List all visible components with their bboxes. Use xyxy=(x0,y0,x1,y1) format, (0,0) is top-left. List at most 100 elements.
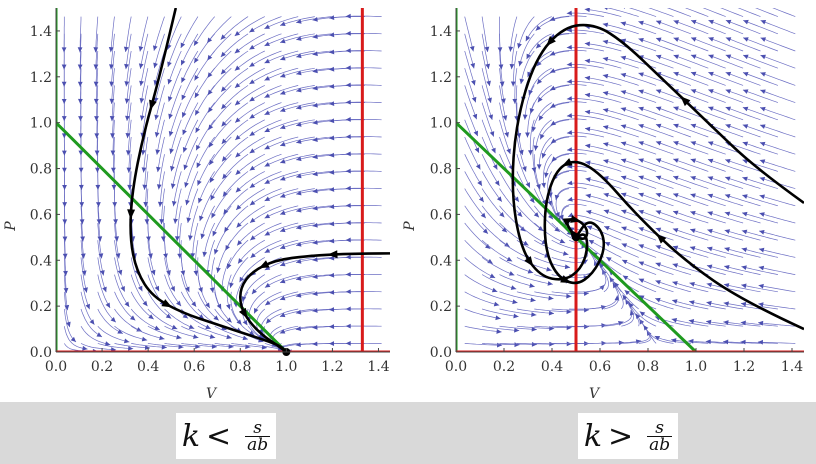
stream-line xyxy=(249,171,282,189)
stream-line xyxy=(481,291,518,304)
stream-arrowhead xyxy=(280,227,286,233)
stream-line xyxy=(759,195,796,207)
stream-arrowhead xyxy=(216,303,222,310)
stream-arrowhead xyxy=(638,175,644,181)
stream-arrowhead xyxy=(478,196,484,203)
stream-arrowhead xyxy=(104,341,111,346)
stream-arrowhead xyxy=(506,148,511,155)
stream-line xyxy=(223,188,249,215)
stream-arrowhead xyxy=(234,48,241,54)
stream-line xyxy=(757,322,796,327)
stream-arrowhead xyxy=(61,133,67,139)
stream-arrowhead xyxy=(78,133,84,139)
stream-line xyxy=(79,68,82,105)
trajectory-arrowhead xyxy=(127,209,136,220)
stream-arrowhead xyxy=(741,229,748,235)
stream-arrowhead xyxy=(742,89,749,94)
stream-arrowhead xyxy=(585,126,591,132)
stream-line xyxy=(532,102,552,133)
stream-arrowhead xyxy=(61,98,67,104)
stream-arrowhead xyxy=(529,283,535,288)
stream-line xyxy=(199,188,215,222)
stream-line xyxy=(673,89,709,103)
stream-arrowhead xyxy=(226,317,232,323)
stream-arrowhead xyxy=(470,62,476,69)
stream-line xyxy=(110,16,115,53)
stream-line xyxy=(655,37,692,52)
stream-line xyxy=(742,177,778,189)
x-tick-label: 0.4 xyxy=(137,359,159,375)
stream-arrowhead xyxy=(707,193,714,199)
stream-line xyxy=(725,37,761,52)
stream-arrowhead xyxy=(193,40,199,46)
stream-line xyxy=(672,245,709,258)
stream-arrowhead xyxy=(295,326,302,332)
stream-arrowhead xyxy=(526,53,531,60)
y-tick-label: 0.8 xyxy=(430,162,452,178)
stream-line xyxy=(690,54,726,69)
stream-arrowhead xyxy=(159,335,165,341)
stream-line xyxy=(741,230,778,241)
stream-arrowhead xyxy=(168,113,173,120)
stream-line xyxy=(760,37,796,52)
stream-arrowhead xyxy=(759,159,766,164)
stream-line xyxy=(214,325,249,340)
stream-arrowhead xyxy=(124,98,130,104)
stream-line xyxy=(725,106,761,121)
stream-arrowhead xyxy=(345,340,351,346)
stream-arrowhead xyxy=(110,133,115,139)
stream-arrowhead xyxy=(472,113,478,120)
stream-line xyxy=(499,68,505,104)
stream-arrowhead xyxy=(264,213,271,219)
stream-arrowhead xyxy=(708,89,714,94)
stream-arrowhead xyxy=(708,71,714,77)
stream-arrowhead xyxy=(673,106,679,111)
stream-line xyxy=(499,50,504,87)
stream-arrowhead xyxy=(487,97,492,103)
stream-line xyxy=(197,308,227,331)
stream-line xyxy=(279,205,315,215)
stream-line xyxy=(111,102,115,139)
stream-arrowhead xyxy=(537,96,543,103)
stream-line xyxy=(516,343,555,345)
stream-arrowhead xyxy=(502,115,508,121)
stream-arrowhead xyxy=(604,242,611,247)
stream-line xyxy=(208,136,232,166)
stream-line xyxy=(538,102,570,121)
stream-arrowhead xyxy=(93,81,99,87)
stream-arrowhead xyxy=(62,184,67,190)
stream-arrowhead xyxy=(562,251,569,256)
stream-arrowhead xyxy=(345,48,351,54)
stream-arrowhead xyxy=(724,211,731,217)
stream-line xyxy=(253,291,282,314)
stream-arrowhead xyxy=(94,133,100,139)
stream-arrowhead xyxy=(638,192,644,198)
stream-arrowhead xyxy=(220,51,226,57)
stream-line xyxy=(147,325,182,339)
y-tick-label: 1.2 xyxy=(30,70,52,86)
trajectory-arrowhead xyxy=(546,36,556,47)
stream-arrowhead xyxy=(725,124,731,129)
stream-line xyxy=(499,274,535,288)
y-tick-label: 0.8 xyxy=(30,162,52,178)
stream-arrowhead xyxy=(586,225,593,231)
stream-arrowhead xyxy=(655,89,662,94)
stream-line xyxy=(114,240,122,276)
stream-arrowhead xyxy=(690,141,697,146)
x-tick-label: 0.6 xyxy=(183,359,205,375)
stream-arrowhead xyxy=(559,214,564,221)
stream-line xyxy=(690,106,726,121)
stream-line xyxy=(114,274,130,308)
stream-line xyxy=(221,257,232,292)
stream-line xyxy=(725,124,761,138)
stream-arrowhead xyxy=(566,79,573,84)
stream-arrowhead xyxy=(614,282,620,288)
stream-line xyxy=(154,68,165,103)
trajectory-arrowhead xyxy=(656,233,667,244)
stream-line xyxy=(689,228,726,241)
stream-line xyxy=(279,153,315,164)
stream-arrowhead xyxy=(115,253,121,259)
y-tick-label: 0.2 xyxy=(430,299,452,315)
stream-arrowhead xyxy=(724,193,731,199)
trajectory-arrowhead xyxy=(680,96,691,107)
